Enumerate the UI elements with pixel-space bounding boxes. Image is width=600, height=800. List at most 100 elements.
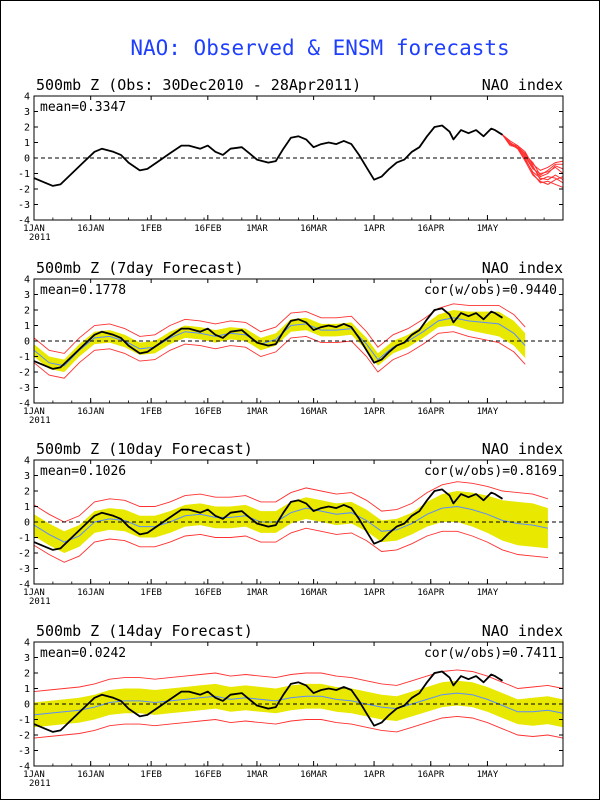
x-tick-label: 16JAN — [77, 770, 104, 780]
mean-label: mean=0.1778 — [40, 283, 126, 298]
y-tick-label: 2 — [24, 123, 30, 134]
x-tick-label: 16JAN — [77, 588, 104, 598]
observed-line — [33, 307, 503, 370]
x-tick-label: 1APR — [363, 588, 385, 598]
y-tick-label: 4 — [24, 92, 30, 103]
panel-index-label: NAO index — [482, 76, 563, 94]
correlation-label: cor(w/obs)=0.7411 — [424, 646, 557, 661]
x-tick-label: 1FEB — [140, 407, 162, 417]
panel-title: 500mb Z (7day Forecast) — [36, 259, 244, 277]
mean-label: mean=0.1026 — [40, 464, 126, 479]
observed-line — [33, 124, 503, 187]
y-tick-label: -4 — [18, 399, 30, 410]
forecast-member-line-8 — [502, 134, 564, 185]
spread-lower-line — [33, 715, 564, 739]
mean-label: mean=0.0242 — [40, 646, 126, 661]
year-label: 2011 — [29, 779, 51, 789]
y-tick-label: -3 — [18, 564, 30, 575]
y-tick-label: -1 — [18, 533, 30, 544]
x-tick-label: 1FEB — [140, 770, 162, 780]
spread-upper-line — [33, 481, 549, 523]
chart-panel-4: 500mb Z (14day Forecast) NAO index 4 3 2 1 0 -1… — [18, 622, 564, 789]
y-tick-label: 3 — [24, 471, 30, 482]
x-tick-label: 1JAN — [23, 588, 45, 598]
y-tick-label: 2 — [24, 306, 30, 317]
correlation-label: cor(w/obs)=0.8169 — [424, 464, 557, 479]
x-tick-label: 16APR — [417, 224, 445, 234]
y-tick-label: 0 — [24, 700, 30, 711]
x-tick-label: 16FEB — [194, 407, 221, 417]
spread-upper-line — [33, 303, 526, 354]
y-tick-label: -2 — [18, 731, 30, 742]
x-tick-label: 16MAR — [300, 224, 328, 234]
y-tick-label: 0 — [24, 154, 30, 165]
y-tick-label: -4 — [18, 762, 30, 773]
y-tick-label: -4 — [18, 216, 30, 227]
year-label: 2011 — [29, 416, 51, 426]
y-tick-label: -2 — [18, 549, 30, 560]
x-tick-label: 1MAR — [246, 770, 268, 780]
x-tick-label: 1FEB — [140, 588, 162, 598]
y-tick-label: 0 — [24, 518, 30, 529]
y-tick-label: -2 — [18, 368, 30, 379]
x-tick-label: 1MAR — [246, 588, 268, 598]
x-tick-label: 1MAY — [477, 588, 499, 598]
y-tick-label: 1 — [24, 684, 30, 695]
y-tick-label: -1 — [18, 169, 30, 180]
y-tick-label: 3 — [24, 290, 30, 301]
x-tick-label: 1JAN — [23, 770, 45, 780]
y-tick-label: 4 — [24, 456, 30, 467]
x-tick-label: 1JAN — [23, 224, 45, 234]
y-tick-label: -1 — [18, 352, 30, 363]
chart-panel-2: 500mb Z (7day Forecast) NAO index 4 3 2 1 0 -1 -… — [18, 259, 564, 426]
y-tick-label: -3 — [18, 200, 30, 211]
x-tick-label: 16JAN — [77, 224, 104, 234]
x-tick-label: 16FEB — [194, 588, 221, 598]
spread-upper-line — [33, 669, 564, 693]
panel-index-label: NAO index — [482, 440, 563, 458]
panel-title: 500mb Z (14day Forecast) — [36, 622, 253, 640]
chart-panel-1: 500mb Z (Obs: 30Dec2010 - 28Apr2011) NAO … — [18, 76, 564, 243]
y-tick-label: -1 — [18, 715, 30, 726]
observed-line — [33, 488, 503, 551]
year-label: 2011 — [29, 233, 51, 243]
year-label: 2011 — [29, 597, 51, 607]
forecast-member-line-4 — [502, 134, 564, 188]
y-tick-label: 3 — [24, 653, 30, 664]
y-tick-label: 2 — [24, 669, 30, 680]
x-tick-label: 1MAY — [477, 770, 499, 780]
x-tick-label: 16FEB — [194, 770, 221, 780]
spread-lower-line — [33, 331, 526, 379]
y-tick-label: 4 — [24, 638, 30, 649]
x-tick-label: 16MAR — [300, 407, 328, 417]
y-tick-label: 2 — [24, 487, 30, 498]
y-tick-label: -2 — [18, 185, 30, 196]
x-tick-label: 16APR — [417, 407, 445, 417]
panel-title: 500mb Z (Obs: 30Dec2010 - 28Apr2011) — [36, 76, 361, 94]
x-tick-label: 1MAY — [477, 407, 499, 417]
y-tick-label: 1 — [24, 502, 30, 513]
x-tick-label: 16APR — [417, 588, 445, 598]
x-tick-label: 1FEB — [140, 224, 162, 234]
y-tick-label: 3 — [24, 107, 30, 118]
x-tick-label: 16MAR — [300, 770, 328, 780]
panel-index-label: NAO index — [482, 259, 563, 277]
x-tick-label: 1APR — [363, 224, 385, 234]
x-tick-label: 16APR — [417, 770, 445, 780]
y-tick-label: -3 — [18, 746, 30, 757]
y-tick-label: -3 — [18, 383, 30, 394]
x-tick-label: 1MAR — [246, 224, 268, 234]
spread-lower-line — [33, 527, 548, 563]
y-tick-label: 0 — [24, 337, 30, 348]
x-tick-label: 1JAN — [23, 407, 45, 417]
x-tick-label: 1APR — [363, 407, 385, 417]
main-title: NAO: Observed & ENSM forecasts — [130, 36, 510, 60]
x-tick-label: 16FEB — [194, 224, 221, 234]
forecast-member-line-1 — [502, 134, 564, 178]
y-tick-label: 4 — [24, 275, 30, 286]
chart-panel-3: 500mb Z (10day Forecast) NAO index 4 3 2 1 0 -1… — [18, 440, 564, 607]
ensemble-mean-line — [33, 505, 549, 543]
panel-index-label: NAO index — [482, 622, 563, 640]
forecast-member-line-6 — [502, 134, 564, 184]
